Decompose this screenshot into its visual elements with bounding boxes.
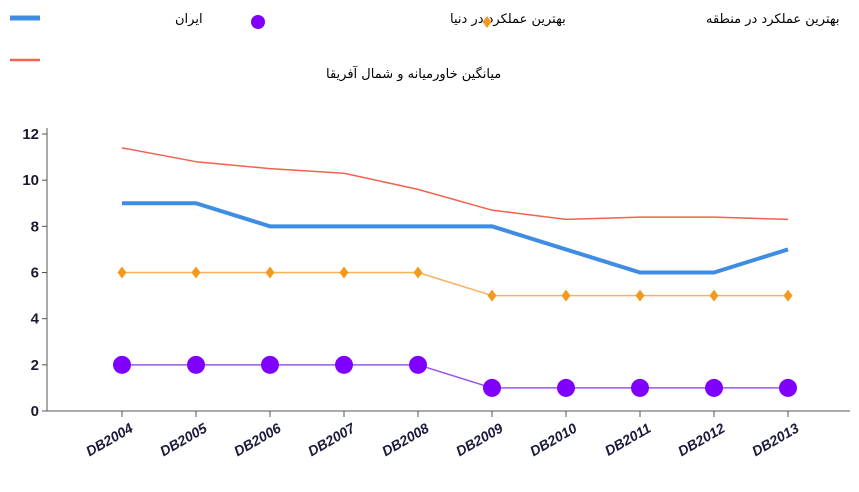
- point: [187, 355, 205, 374]
- x-tick-label: DB2012: [675, 420, 728, 460]
- y-tick-label: 0: [31, 403, 39, 420]
- point: [557, 378, 575, 397]
- x-tick-label: DB2004: [83, 420, 136, 460]
- series-line: [122, 201, 789, 275]
- series-line: [121, 147, 789, 221]
- point: [265, 266, 275, 279]
- point: [261, 355, 279, 374]
- point: [413, 266, 423, 279]
- series-line: [122, 364, 788, 389]
- point: [631, 378, 649, 397]
- legend-label: بهترین عملکرد در منطقه: [706, 12, 840, 27]
- x-tick-label: DB2013: [749, 420, 802, 460]
- point: [705, 378, 723, 397]
- x-tick-label: DB2011: [602, 420, 654, 459]
- point: [117, 266, 127, 279]
- series-line: [122, 271, 788, 297]
- x-tick-label: DB2005: [157, 420, 210, 460]
- point: [191, 266, 201, 279]
- x-tick-label: DB2008: [379, 420, 432, 460]
- y-tick-label: 8: [31, 218, 39, 235]
- point: [487, 289, 497, 302]
- point: [783, 289, 793, 302]
- y-tick-label: 6: [31, 265, 39, 282]
- point: [483, 378, 501, 397]
- point: [339, 266, 349, 279]
- point: [635, 289, 645, 302]
- x-tick-label: DB2009: [453, 420, 506, 460]
- x-tick-label: DB2010: [527, 420, 580, 460]
- legend-label: میانگین خاورمیانه و شمال آفریقا: [326, 65, 501, 82]
- legend-label: بهترین عملکرد در دنیا: [450, 12, 566, 27]
- point: [779, 378, 797, 397]
- x-tick-label: DB2007: [305, 419, 359, 459]
- point: [335, 355, 353, 374]
- point: [113, 355, 131, 374]
- point: [561, 289, 571, 302]
- point: [709, 289, 719, 302]
- y-tick-label: 4: [31, 311, 40, 328]
- x-tick-label: DB2006: [231, 420, 284, 460]
- legend-marker: [251, 15, 265, 29]
- legend-label: ایران: [175, 12, 203, 27]
- y-tick-label: 10: [22, 172, 39, 189]
- y-tick-label: 2: [31, 357, 39, 374]
- legend-marker: [482, 16, 492, 28]
- y-tick-label: 12: [22, 126, 39, 143]
- point: [409, 355, 427, 374]
